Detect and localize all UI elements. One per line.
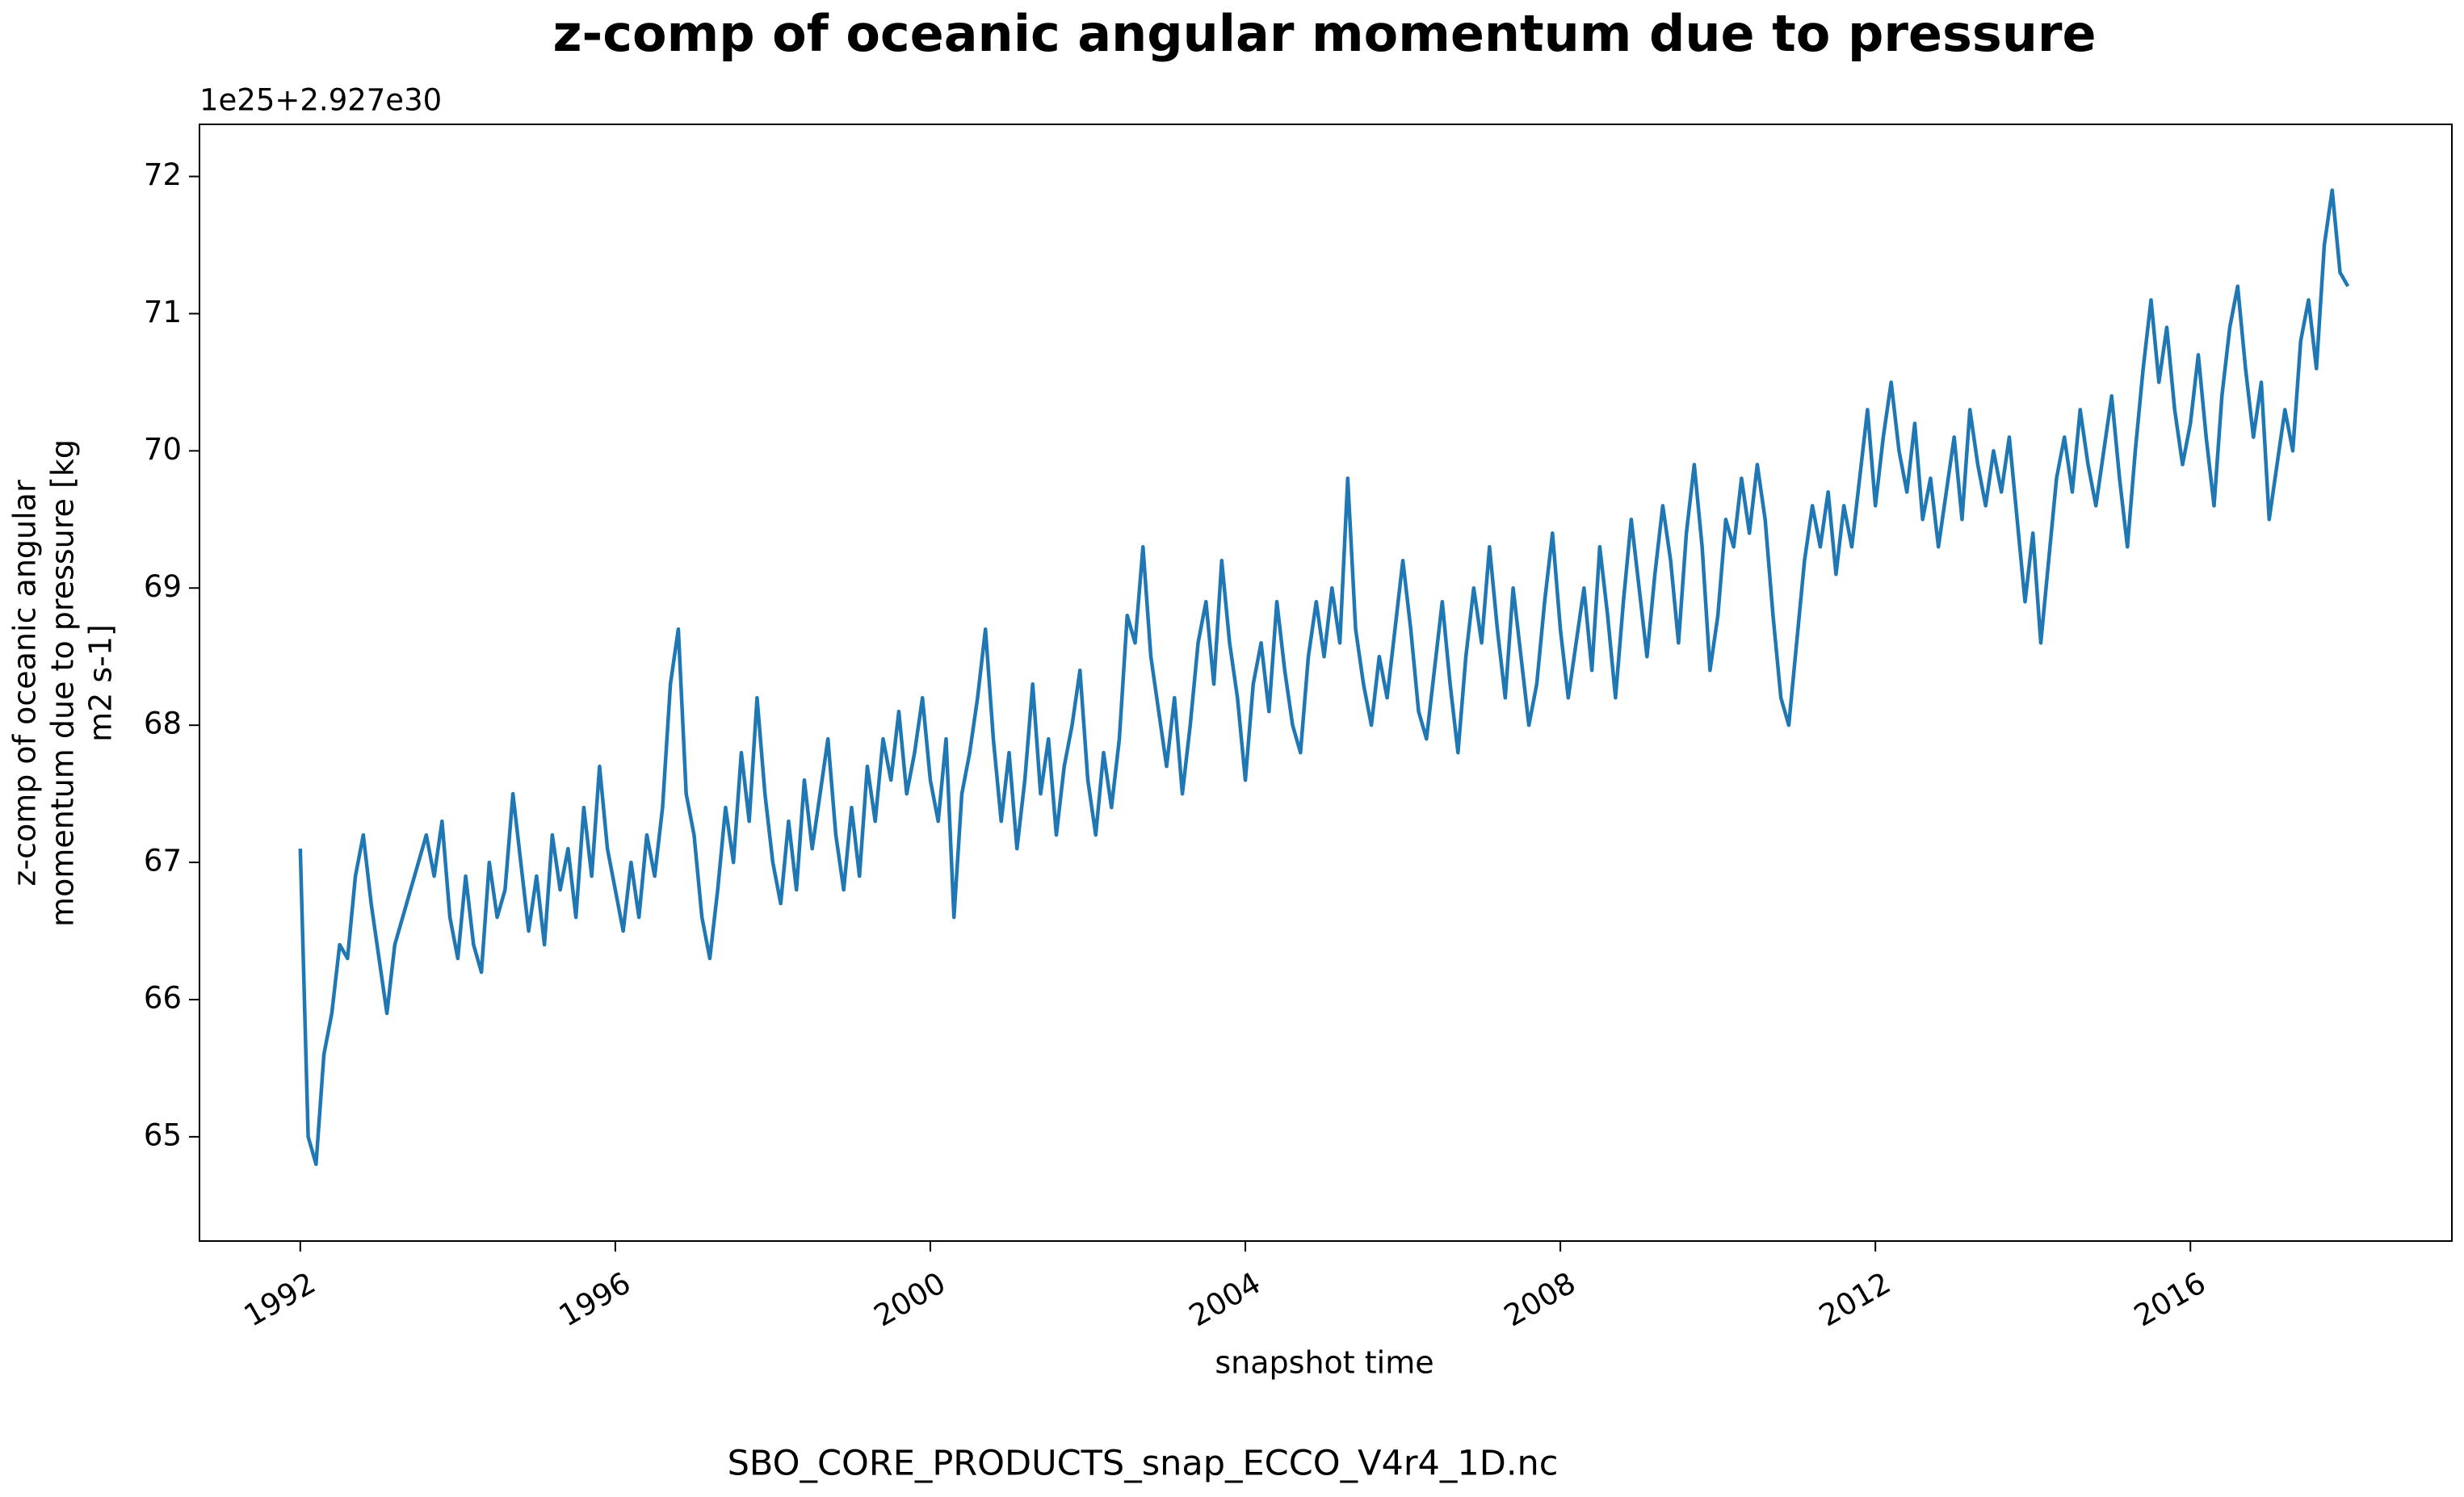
y-tick-label: 69 <box>144 569 182 604</box>
y-tick-label: 70 <box>144 432 182 467</box>
x-tick-label: 1992 <box>238 1265 321 1333</box>
plot-frame <box>199 124 2453 1242</box>
y-axis-label: z-comp of oceanic angular <box>7 480 43 887</box>
y-axis-label: momentum due to pressure [kg <box>45 439 81 927</box>
x-tick-label: 2016 <box>2128 1265 2211 1333</box>
chart-title: z-comp of oceanic angular momentum due t… <box>552 4 2096 63</box>
x-axis-label: snapshot time <box>1215 1345 1433 1381</box>
y-offset-label: 1e25+2.927e30 <box>199 83 442 118</box>
x-tick-label: 2008 <box>1498 1265 1581 1333</box>
y-tick-label: 65 <box>144 1118 182 1152</box>
y-tick-label: 72 <box>144 157 182 192</box>
footer: SBO_CORE_PRODUCTS_snap_ECCO_V4r4_1D.nc <box>728 1444 1559 1484</box>
y-axis-label: m2 s-1] <box>83 624 119 742</box>
data-line <box>298 188 2350 1167</box>
x-tick-label: 2012 <box>1813 1265 1896 1333</box>
y-tick-label: 66 <box>144 980 182 1015</box>
y-tick-label: 68 <box>144 707 182 741</box>
x-tick-label: 1996 <box>553 1265 636 1333</box>
x-tick-label: 2000 <box>868 1265 951 1333</box>
y-tick-label: 67 <box>144 844 182 878</box>
y-tick-label: 71 <box>144 295 182 329</box>
x-tick-label: 2004 <box>1183 1265 1266 1333</box>
